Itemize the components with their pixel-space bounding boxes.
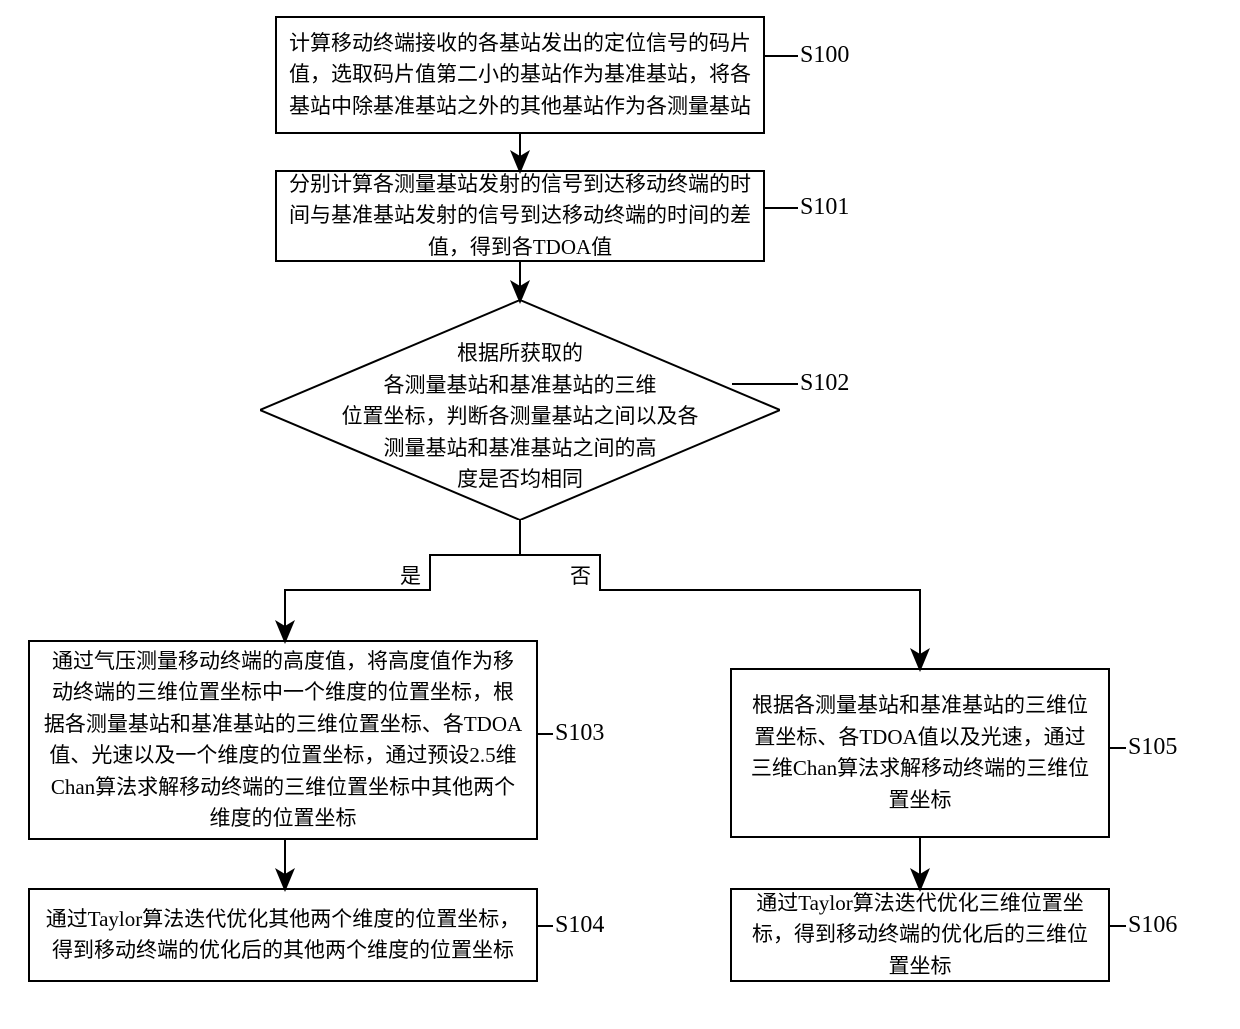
node-s104-text: 通过Taylor算法迭代优化其他两个维度的位置坐标，得到移动终端的优化后的其他两… [42, 904, 524, 967]
label-s104: S104 [555, 912, 604, 939]
label-s103: S103 [555, 720, 604, 747]
label-s100: S100 [800, 42, 849, 69]
node-s102: 根据所获取的各测量基站和基准基站的三维位置坐标，判断各测量基站之间以及各测量基站… [260, 300, 780, 520]
node-s106: 通过Taylor算法迭代优化三维位置坐标，得到移动终端的优化后的三维位置坐标 [730, 888, 1110, 982]
node-s106-text: 通过Taylor算法迭代优化三维位置坐标，得到移动终端的优化后的三维位置坐标 [744, 888, 1096, 983]
label-s101: S101 [800, 194, 849, 221]
edge-label-yes: 是 [400, 560, 421, 590]
node-s104: 通过Taylor算法迭代优化其他两个维度的位置坐标，得到移动终端的优化后的其他两… [28, 888, 538, 982]
node-s100: 计算移动终端接收的各基站发出的定位信号的码片值，选取码片值第二小的基站作为基准基… [275, 16, 765, 134]
node-s105: 根据各测量基站和基准基站的三维位置坐标、各TDOA值以及光速，通过三维Chan算… [730, 668, 1110, 838]
label-s105: S105 [1128, 734, 1177, 761]
label-s102: S102 [800, 370, 849, 397]
node-s103-text: 通过气压测量移动终端的高度值，将高度值作为移动终端的三维位置坐标中一个维度的位置… [42, 646, 524, 835]
label-s106: S106 [1128, 912, 1177, 939]
node-s102-text: 根据所获取的各测量基站和基准基站的三维位置坐标，判断各测量基站之间以及各测量基站… [260, 338, 780, 496]
node-s103: 通过气压测量移动终端的高度值，将高度值作为移动终端的三维位置坐标中一个维度的位置… [28, 640, 538, 840]
node-s105-text: 根据各测量基站和基准基站的三维位置坐标、各TDOA值以及光速，通过三维Chan算… [744, 690, 1096, 816]
node-s101: 分别计算各测量基站发射的信号到达移动终端的时间与基准基站发射的信号到达移动终端的… [275, 170, 765, 262]
node-s100-text: 计算移动终端接收的各基站发出的定位信号的码片值，选取码片值第二小的基站作为基准基… [289, 28, 751, 123]
edge-label-no: 否 [570, 560, 591, 590]
node-s101-text: 分别计算各测量基站发射的信号到达移动终端的时间与基准基站发射的信号到达移动终端的… [289, 169, 751, 264]
